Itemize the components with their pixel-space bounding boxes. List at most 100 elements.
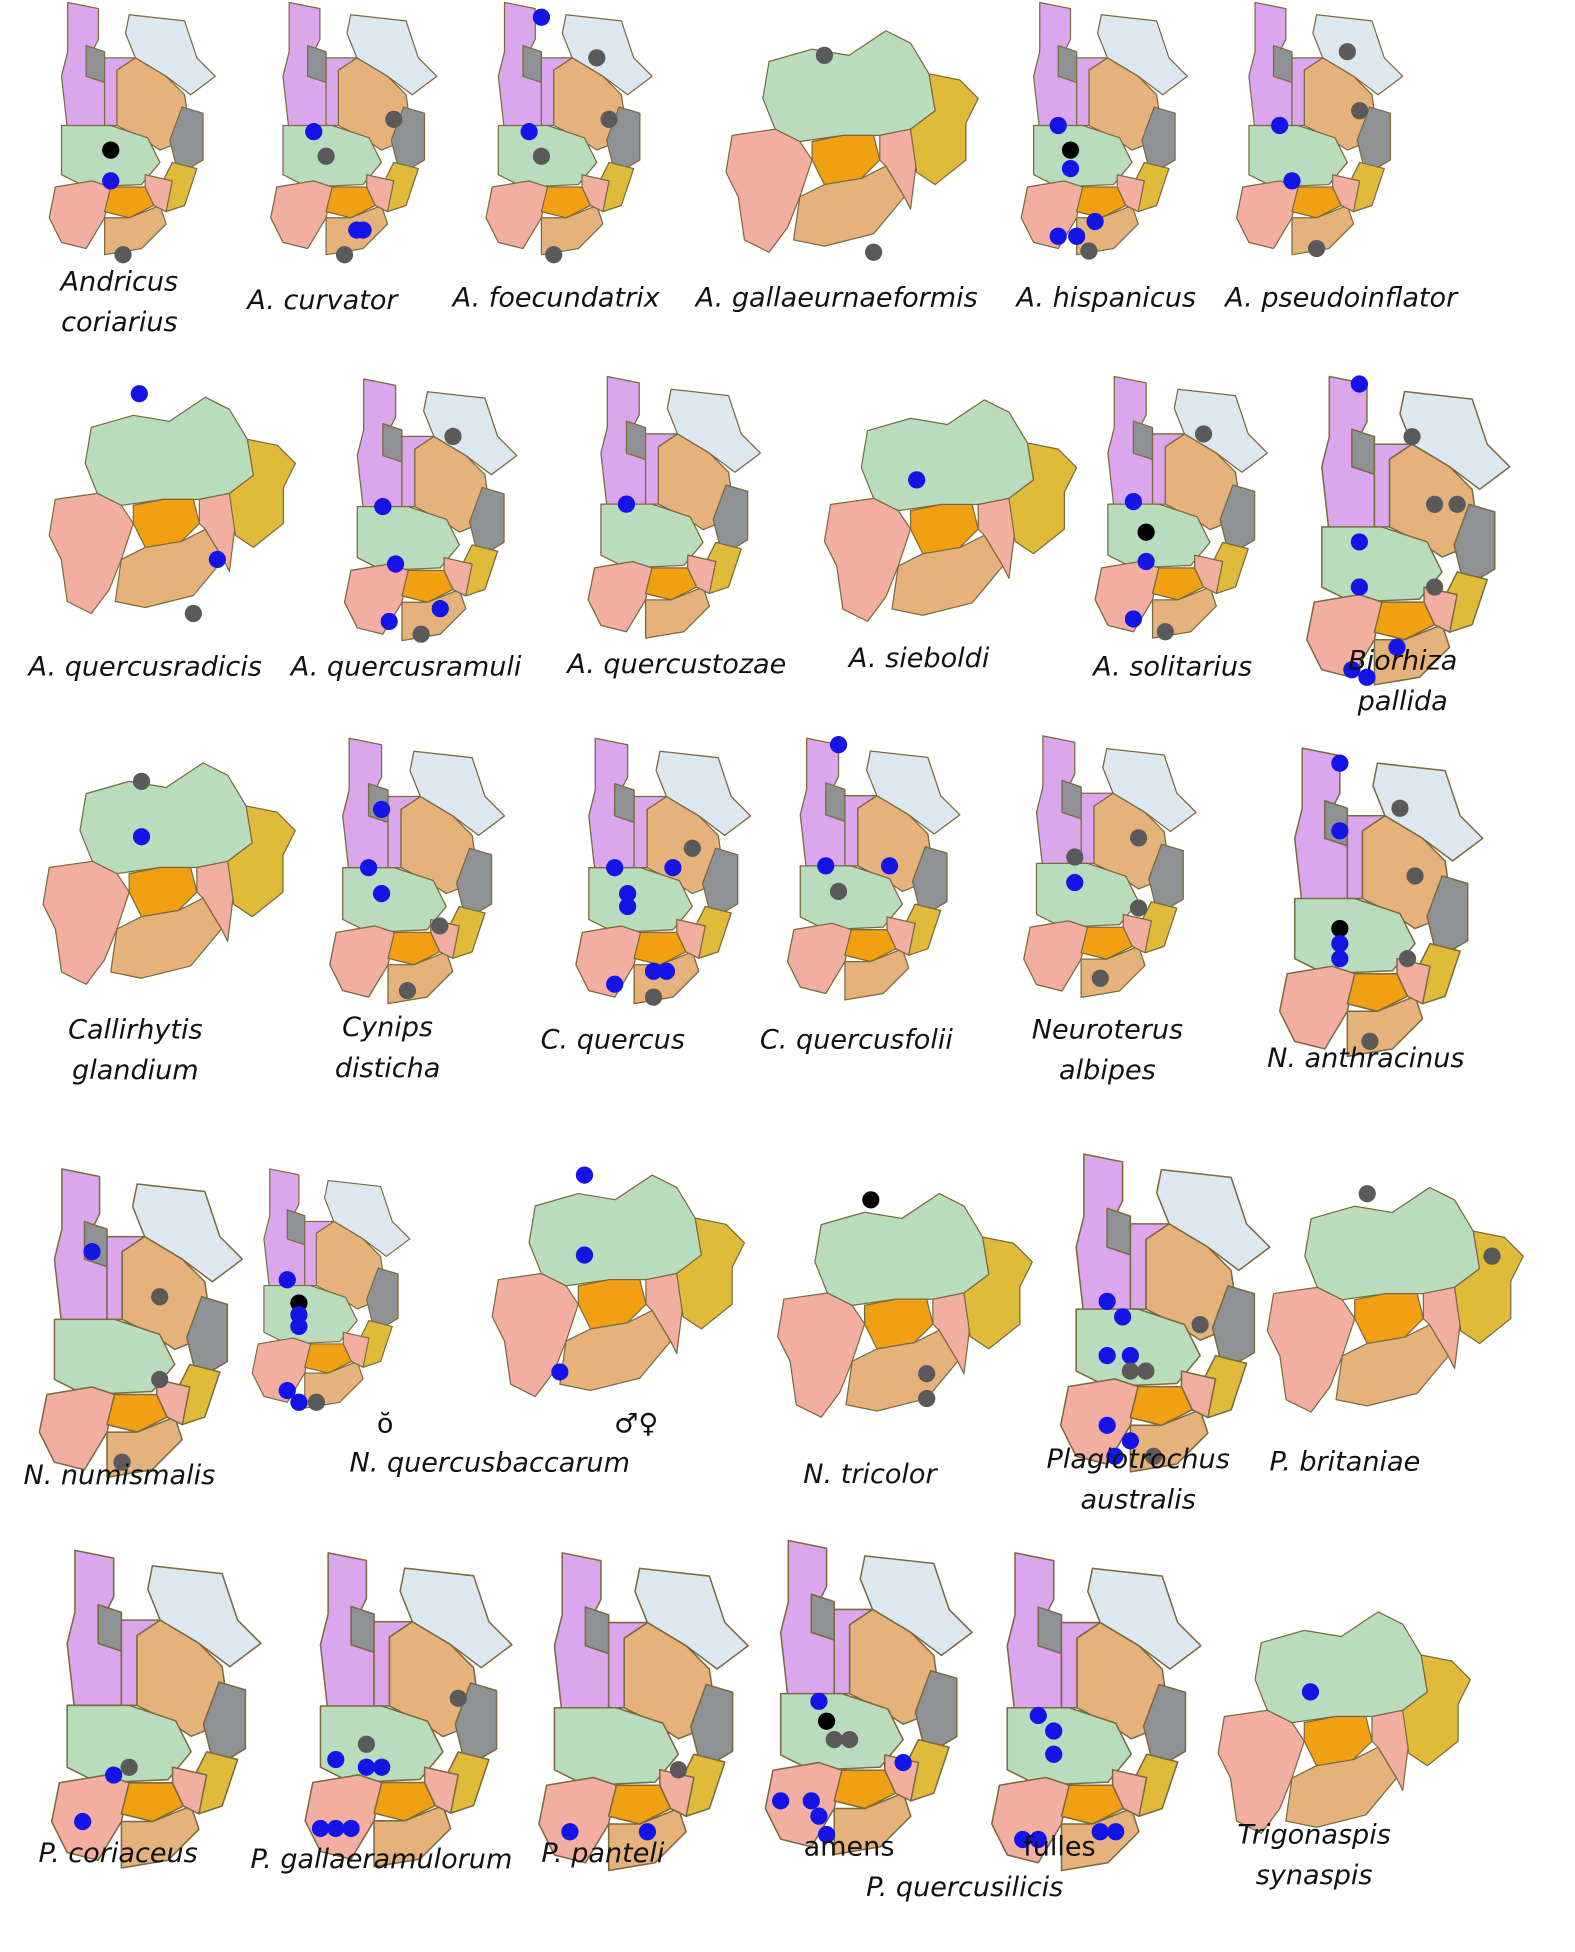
species-caption: fulles [1023,1832,1095,1863]
region [833,1769,897,1810]
region [644,586,711,639]
region [120,1619,161,1707]
record-dot [184,604,202,623]
region [373,1781,437,1822]
region [66,1704,192,1784]
region [106,1235,146,1321]
record-dot [772,1792,790,1810]
region [909,503,979,555]
species-caption: A. solitarius [1091,652,1252,683]
record-dot [372,884,391,903]
record-dot [74,1812,92,1831]
species-caption: ♂♀ [614,1408,658,1439]
record-dot [1086,212,1104,231]
species-caption: coriarius [61,307,178,338]
record-dot [305,123,323,141]
record-dot [1029,1830,1047,1849]
record-dot [102,141,120,159]
region [1023,920,1089,992]
region [561,14,653,96]
record-dot [1091,969,1109,987]
species-caption: Plagiotrochus [1047,1444,1230,1475]
record-dot [1107,1823,1125,1841]
record-dot [1403,428,1421,446]
region [538,1776,618,1864]
region [1087,1567,1202,1670]
region [227,805,296,918]
region-map [538,1552,749,1872]
region [120,1782,185,1823]
region [786,922,852,995]
region [1372,762,1484,862]
species-caption: albipes [1059,1055,1156,1086]
record-dot [588,49,606,67]
record-dot [617,495,636,513]
region [522,44,543,84]
region [575,925,642,998]
record-dot [83,1243,101,1261]
region-map [48,396,297,615]
record-dot [829,882,848,901]
record-dot [1080,242,1098,260]
record-dot [1338,43,1356,61]
record-dot [327,1819,345,1838]
region [325,57,358,127]
record-dot [825,1730,843,1749]
region [587,560,653,633]
record-dot [113,1453,131,1471]
region [844,795,878,867]
record-dot [278,1381,296,1400]
record-dot [1068,227,1086,245]
region-map [270,1,438,256]
region [346,14,438,96]
region [644,433,679,505]
region [1254,1611,1428,1724]
record-dot [657,962,676,980]
region [399,1567,513,1669]
species-caption: Trigonaspis [1237,1819,1390,1850]
species-caption: A. quercusradicis [27,652,262,683]
record-dot [606,859,624,877]
region [614,782,635,824]
region [409,750,506,836]
region [155,1378,191,1426]
record-dot [151,1288,169,1306]
region-map [343,378,518,642]
region-map [1278,747,1484,1058]
region [1106,1207,1132,1256]
record-dot [1307,239,1326,258]
record-dot [1129,899,1148,917]
record-dot [810,1692,828,1710]
region [263,1285,358,1345]
region [676,1217,746,1330]
record-dot [1191,1315,1209,1334]
region [1236,180,1299,250]
record-dot [551,1363,569,1381]
record-dot [575,1246,594,1264]
record-dot [1350,578,1369,596]
region [859,1555,973,1657]
record-dot [1358,668,1376,686]
record-dot [644,962,663,980]
record-dot [545,246,563,264]
region [909,73,979,186]
region [1278,965,1356,1050]
record-dot [1106,1447,1124,1465]
region [1080,926,1133,960]
region [1354,1292,1425,1345]
species-caption: N. numismalis [23,1460,215,1491]
region [270,180,333,250]
region [103,186,155,219]
region [553,1707,680,1787]
record-dot [374,497,392,516]
record-dot [1137,523,1155,541]
region [1060,1784,1125,1825]
region [581,174,610,213]
region [1346,815,1386,900]
region [304,1774,383,1860]
record-dot [114,246,132,264]
region-map [777,1192,1033,1418]
region-map [1023,735,1197,999]
record-dot [1331,950,1349,968]
